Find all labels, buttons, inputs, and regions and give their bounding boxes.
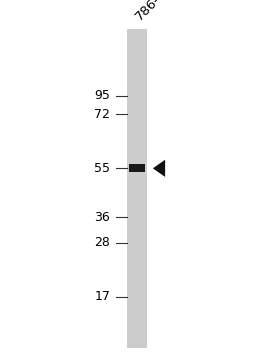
Text: 17: 17 xyxy=(94,290,110,303)
Polygon shape xyxy=(153,160,165,177)
Text: 786-0: 786-0 xyxy=(133,0,169,24)
Text: 95: 95 xyxy=(94,89,110,102)
Text: 28: 28 xyxy=(94,236,110,249)
Text: 55: 55 xyxy=(94,162,110,175)
Bar xyxy=(129,164,145,172)
Text: 72: 72 xyxy=(94,108,110,121)
Text: 36: 36 xyxy=(94,211,110,224)
Bar xyxy=(127,29,146,348)
